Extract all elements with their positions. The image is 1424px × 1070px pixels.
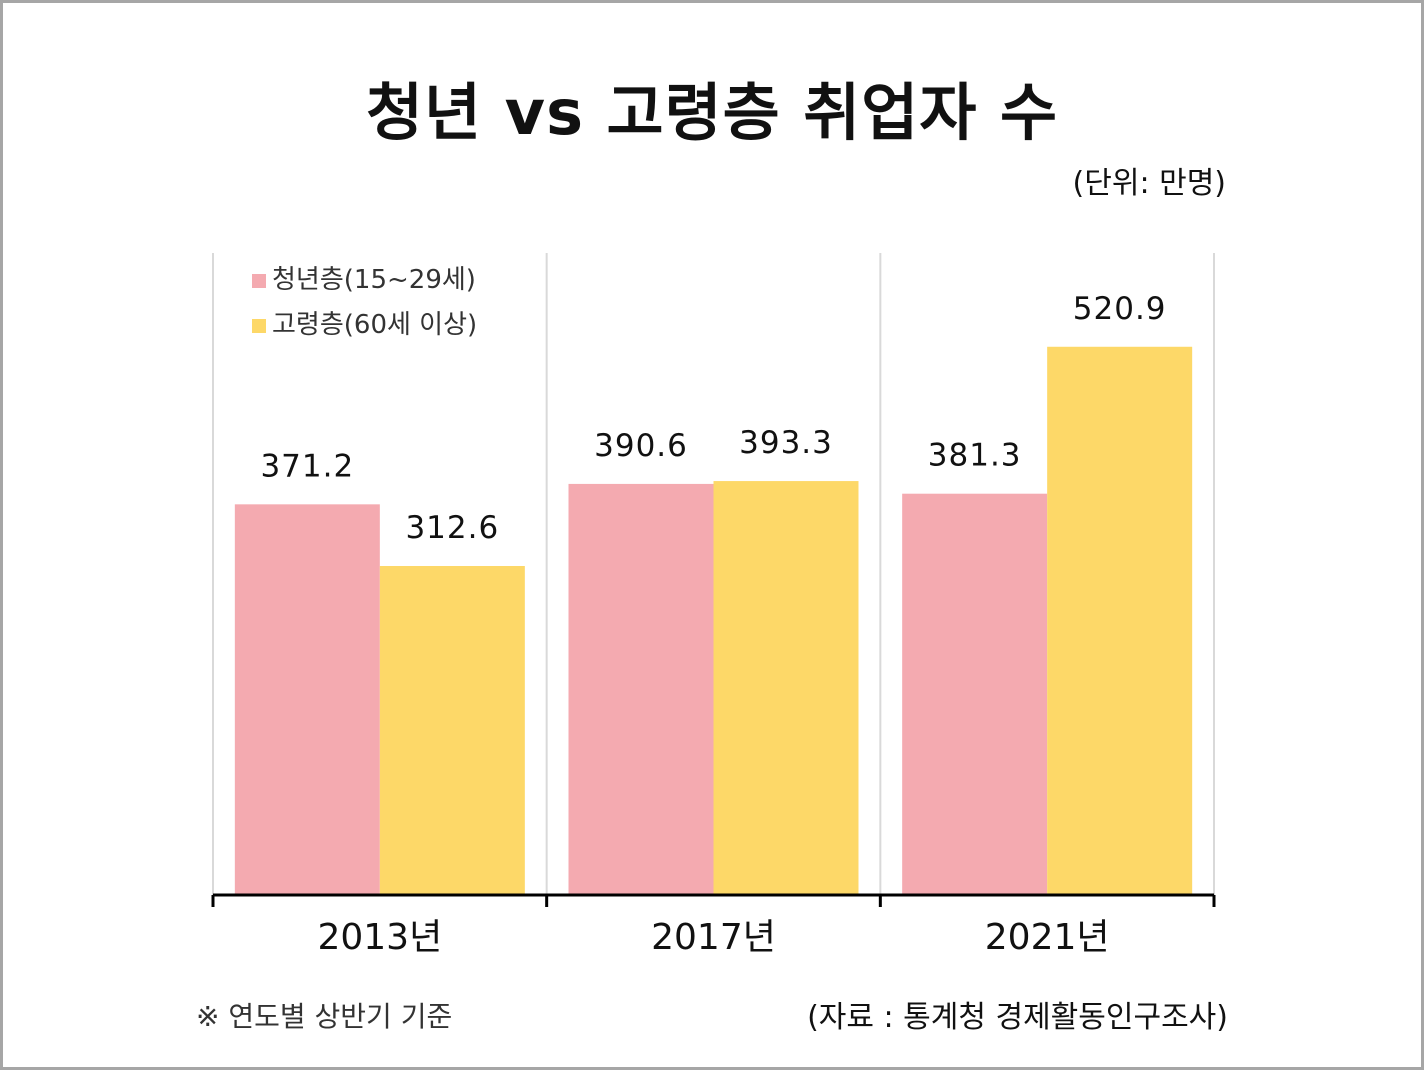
bar-elderly [1047,346,1193,895]
bars [234,346,1193,895]
data-label: 312.6 [405,510,499,546]
source-note: (자료 : 통계청 경제활동인구조사) [807,1000,1228,1035]
bar-elderly [379,566,525,895]
data-label: 371.2 [260,448,354,484]
category-label: 2017년 [651,917,776,958]
grid-lines [212,253,1215,895]
bar-youth [568,483,714,895]
legend-label: 고령층(60세 이상) [272,310,477,340]
bar-elderly [713,481,859,895]
x-axis: 2013년 2017년 2021년 [211,893,1216,958]
data-label: 390.6 [594,428,688,464]
footnote: ※ 연도별 상반기 기준 [196,1000,453,1033]
legend-label: 청년층(15~29세) [272,265,476,295]
bar-youth [902,493,1048,895]
data-labels: 371.2 312.6 390.6 393.3 381.3 520.9 [260,291,1167,546]
data-label: 381.3 [928,438,1022,474]
legend: 청년층(15~29세) 고령층(60세 이상) [252,265,477,340]
data-label: 393.3 [739,425,833,461]
bar-youth [234,504,380,895]
category-label: 2013년 [317,917,442,958]
unit-label: (단위: 만명) [1072,166,1226,201]
chart-title: 청년 vs 고령층 취업자 수 [365,76,1059,149]
legend-swatch [252,274,266,288]
legend-swatch [252,319,266,333]
data-label: 520.9 [1073,291,1167,327]
category-label: 2021년 [985,917,1110,958]
